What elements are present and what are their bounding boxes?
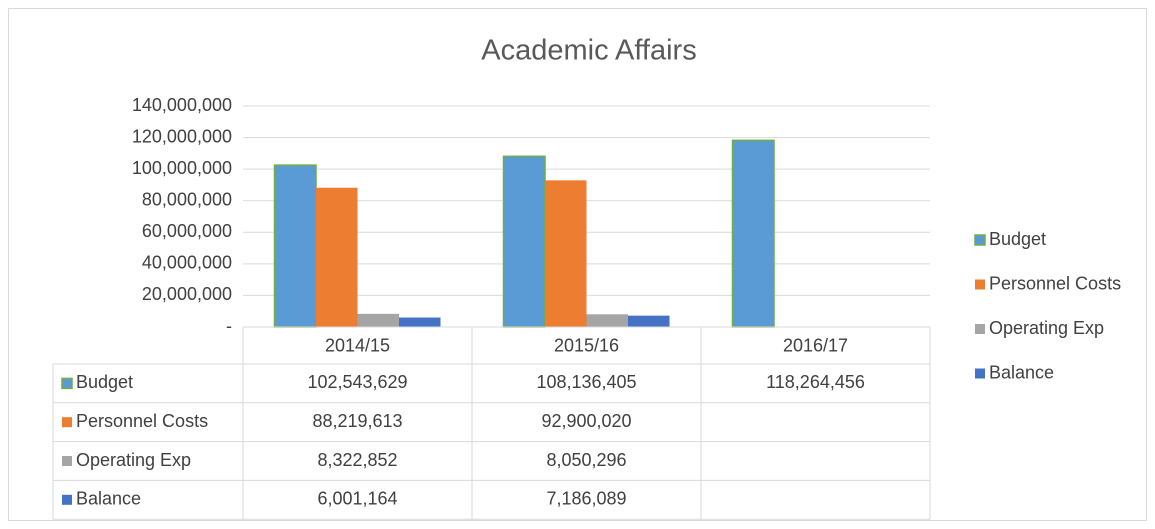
chart-title: Academic Affairs [481,35,696,67]
table-row-label: Budget [76,372,133,392]
table-row-label: Operating Exp [76,450,191,470]
y-tick-label: 20,000,000 [142,284,232,304]
bar [628,315,670,327]
bar [316,187,358,327]
y-tick-label: 140,000,000 [132,95,232,115]
table-cell: 88,219,613 [312,411,402,431]
table-cell: 118,264,456 [766,372,865,392]
x-tick-label: 2016/17 [783,335,848,355]
table-legend-key [61,377,73,390]
bar [399,317,441,327]
legend-key [975,368,985,379]
table-cell: 8,322,852 [317,450,397,470]
table-cell: 92,900,020 [541,411,631,431]
y-tick-label: - [226,316,232,336]
bar [586,314,628,327]
x-tick-label: 2014/15 [325,335,390,355]
legend-key [975,279,985,290]
y-tick-label: 100,000,000 [132,158,232,178]
x-tick-label: 2015/16 [554,335,619,355]
table-cell: 8,050,296 [546,450,626,470]
table-cell: 102,543,629 [307,372,407,392]
legend-label: Balance [989,362,1054,382]
y-tick-label: 40,000,000 [142,253,232,273]
bar [731,139,775,328]
table-legend-key [62,456,72,466]
legend-key [975,324,985,334]
table-cell: 108,136,405 [536,372,636,392]
table-cell: 7,186,089 [546,489,626,509]
y-tick-label: 60,000,000 [142,221,232,241]
legend-key [974,234,986,246]
legend-label: Personnel Costs [989,273,1121,293]
bar [502,155,546,328]
table-row-label: Personnel Costs [76,411,208,431]
table-cell: 6,001,164 [317,489,397,509]
bar [357,313,399,327]
table-legend-key [62,494,72,505]
table-row-label: Balance [76,489,141,509]
table-legend-key [62,417,72,428]
legend-label: Budget [989,229,1046,249]
bar [273,164,317,328]
y-tick-label: 80,000,000 [142,189,232,209]
y-tick-label: 120,000,000 [132,126,232,146]
bar [545,180,587,327]
legend-label: Operating Exp [989,318,1104,338]
